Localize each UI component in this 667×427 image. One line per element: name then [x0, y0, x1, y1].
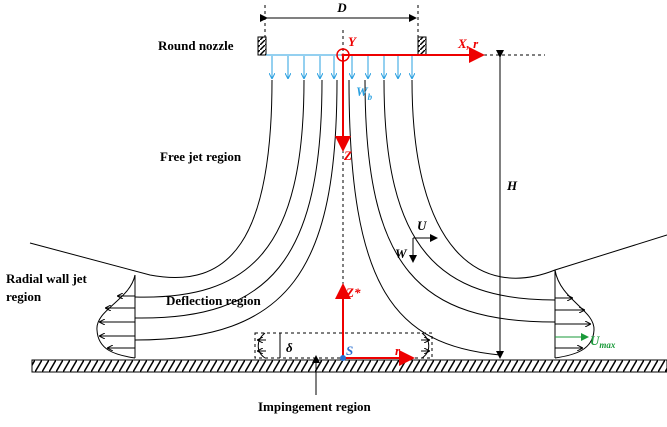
label: W	[395, 246, 408, 261]
label: D	[336, 0, 347, 15]
label: Z*	[345, 285, 361, 300]
label: δ	[286, 340, 293, 355]
label: Round nozzle	[158, 38, 234, 53]
label: W	[356, 84, 369, 99]
label: Impingement region	[258, 399, 372, 414]
label: Wb	[356, 84, 373, 102]
label: Radial wall jet	[6, 271, 88, 286]
geometry	[29, 5, 667, 395]
label: H	[506, 178, 518, 193]
label: r	[395, 343, 401, 358]
label: Deflection region	[166, 293, 261, 308]
label: U	[590, 333, 600, 348]
label: Umax	[590, 333, 616, 350]
labels: D Round nozzle Y X, r Wb Free jet region…	[6, 0, 616, 414]
label: b	[368, 92, 373, 102]
label: Y	[348, 34, 357, 49]
label: U	[417, 218, 427, 233]
label: region	[6, 289, 42, 304]
label: S	[346, 343, 353, 358]
label: max	[599, 340, 616, 350]
label: X, r	[457, 36, 479, 51]
label: Z	[343, 148, 352, 163]
label: Free jet region	[160, 149, 242, 164]
